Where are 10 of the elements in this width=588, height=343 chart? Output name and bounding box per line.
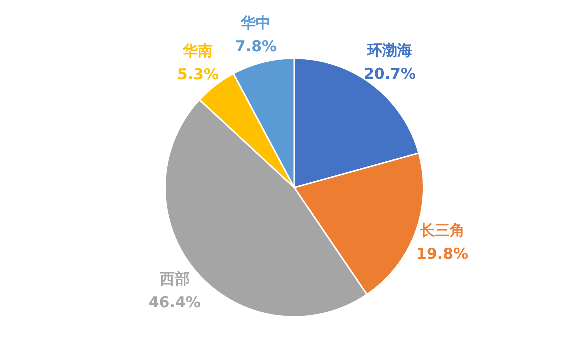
data-label: 19.8% bbox=[416, 244, 469, 263]
data-label: 46.4% bbox=[148, 293, 201, 312]
slice-label: 环渤海 bbox=[366, 42, 412, 60]
slice-label: 西部 bbox=[158, 270, 190, 288]
slice-label: 华南 bbox=[182, 42, 214, 60]
data-label: 20.7% bbox=[364, 64, 416, 83]
slice-label: 华中 bbox=[240, 14, 272, 32]
slice-label: 长三角 bbox=[419, 221, 466, 240]
data-label: 7.8% bbox=[235, 38, 278, 56]
data-label: 5.3% bbox=[177, 66, 220, 84]
